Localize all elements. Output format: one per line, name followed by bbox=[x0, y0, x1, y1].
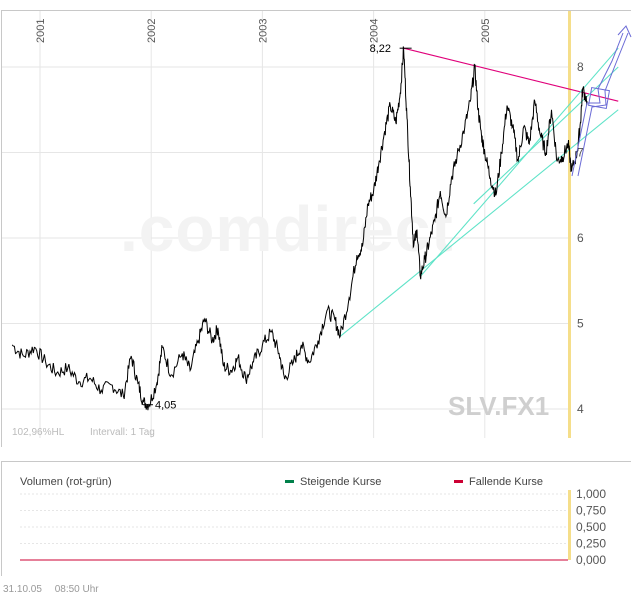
legend-swatch bbox=[285, 480, 294, 483]
plot-background bbox=[2, 11, 632, 448]
x-tick-label: 2002 bbox=[146, 19, 158, 43]
trendline bbox=[339, 109, 619, 337]
symbol-label: SLV.FX1 bbox=[448, 391, 549, 421]
volume-y-tick-label: 0,500 bbox=[576, 520, 606, 534]
volume-background bbox=[2, 462, 632, 577]
projection-drawing bbox=[571, 25, 632, 177]
info-text-interval: Intervall: 1 Tag bbox=[90, 427, 155, 438]
volume-chart-panel: Volumen (rot-grün) Steigende Kurse Fallend… bbox=[1, 461, 632, 577]
info-text-hl: 102,96%HL bbox=[12, 427, 65, 438]
x-tick-label: 2001 bbox=[35, 19, 47, 43]
y-tick-label: 4 bbox=[577, 402, 584, 416]
projection-path-upper bbox=[571, 32, 624, 177]
x-tick-label: 2004 bbox=[369, 19, 381, 43]
price-chart-panel: 4 5 6 7 8 2001 2002 2003 2004 2005 .comdirect SLV.F… bbox=[1, 10, 632, 448]
current-date-bar bbox=[568, 11, 571, 438]
y-tick-label: 7 bbox=[577, 146, 584, 160]
y-tick-label: 6 bbox=[577, 231, 584, 245]
max-label: 8,22 bbox=[370, 43, 391, 55]
volume-y-tick-label: 0,750 bbox=[576, 504, 606, 518]
volume-title: Volumen (rot-grün) bbox=[20, 476, 112, 488]
price-line bbox=[11, 46, 588, 411]
projection-box bbox=[587, 86, 611, 110]
legend-label: Fallende Kurse bbox=[469, 476, 543, 488]
footer: 31.10.05 08:50 Uhr bbox=[3, 584, 109, 595]
volume-y-tick-label: 0,250 bbox=[576, 537, 606, 551]
min-label: 4,05 bbox=[155, 400, 176, 412]
legend-swatch bbox=[454, 480, 463, 483]
volume-y-tick-label: 0,000 bbox=[576, 553, 606, 567]
volume-chart: Volumen (rot-grün) Steigende Kurse Fallend… bbox=[2, 462, 632, 577]
footer-date: 31.10.05 bbox=[3, 584, 42, 595]
volume-current-bar bbox=[568, 490, 571, 560]
watermark: .comdirect bbox=[120, 193, 454, 265]
projection-path-lower bbox=[577, 32, 629, 177]
legend-label: Steigende Kurse bbox=[300, 476, 381, 488]
y-tick-label: 5 bbox=[577, 317, 584, 331]
x-tick-label: 2005 bbox=[480, 19, 492, 43]
projection-arrowhead bbox=[617, 25, 632, 38]
y-tick-label: 8 bbox=[577, 60, 584, 74]
footer-time: 08:50 Uhr bbox=[54, 584, 99, 595]
trendline bbox=[419, 47, 619, 277]
x-tick-label: 2003 bbox=[257, 19, 269, 43]
price-chart: 4 5 6 7 8 2001 2002 2003 2004 2005 .comdirect SLV.F… bbox=[2, 11, 632, 448]
volume-y-tick-label: 1,000 bbox=[576, 487, 606, 501]
